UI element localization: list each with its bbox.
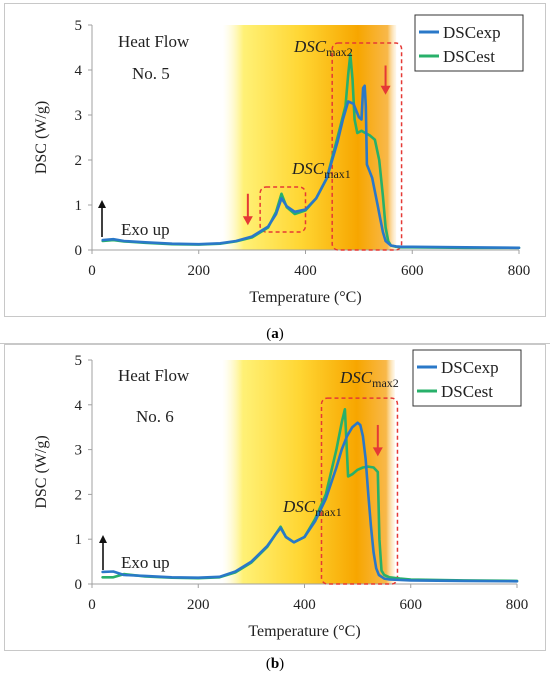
y-tick-label: 0	[75, 243, 83, 259]
red-arrow-head	[242, 216, 253, 226]
series-line-dscexp	[101, 421, 519, 583]
legend-label-dscexp: DSCexp	[441, 358, 499, 377]
exo-arrow-head	[99, 535, 107, 543]
panel-label-b: (b)	[266, 656, 284, 672]
peak-label-subscript: max2	[326, 45, 353, 59]
y-tick-label: 5	[75, 18, 83, 34]
x-tick-label: 200	[187, 597, 210, 613]
y-tick-label: 2	[75, 153, 83, 169]
y-tick-label: 3	[75, 108, 83, 124]
peak-label-main: DSC	[291, 159, 325, 178]
y-tick-label: 4	[75, 63, 83, 79]
y-tick-label: 2	[75, 487, 83, 503]
x-tick-label: 600	[400, 597, 423, 613]
peak-label-subscript: max1	[324, 167, 351, 181]
red-arrow-head	[372, 447, 383, 457]
chart-frame	[4, 344, 546, 651]
chart-panel-b: 0 1 2 3 4 5 0 200 400 600 800 Temperature (°C) DSC (…	[4, 344, 546, 651]
sample-label: No. 6	[136, 407, 174, 426]
legend-label-dscexp: DSCexp	[443, 23, 501, 42]
legend-label-dscest: DSCest	[443, 47, 495, 66]
sample-box	[118, 403, 198, 437]
series-line-dscexp	[101, 84, 521, 250]
x-axis-label: Temperature (°C)	[249, 289, 361, 306]
y-tick-label: 1	[75, 198, 83, 214]
y-tick-label: 1	[75, 532, 83, 548]
legend-label-dscest: DSCest	[441, 382, 493, 401]
heat-flow-label: Heat Flow	[118, 366, 190, 385]
highlight-box	[320, 397, 399, 585]
sample-box	[111, 59, 193, 93]
y-axis-label: DSC (W/g)	[33, 101, 50, 174]
chart-frame	[4, 3, 546, 317]
panel-label-b-text: b	[271, 656, 279, 672]
peak-label-peak2: DSCmax2	[293, 37, 353, 59]
sample-label: No. 5	[132, 64, 170, 83]
x-tick-label: 800	[506, 597, 529, 613]
peak-label-subscript: max1	[315, 505, 342, 519]
peak-label-main: DSC	[282, 497, 316, 516]
x-tick-label: 0	[88, 263, 96, 279]
legend-box	[412, 349, 522, 407]
x-tick-label: 800	[508, 263, 531, 279]
heat-flow-label: Heat Flow	[118, 32, 190, 51]
x-tick-label: 600	[401, 263, 424, 279]
x-tick-label: 200	[188, 263, 211, 279]
chart-panel-a: 0 1 2 3 4 5 0 200 400 600 800 Temperature (°C) DSC (…	[4, 3, 546, 317]
x-tick-label: 0	[88, 597, 96, 613]
panel-label-a: (a)	[266, 326, 284, 342]
y-tick-label: 5	[75, 353, 83, 369]
x-axis-label: Temperature (°C)	[248, 623, 360, 640]
x-tick-label: 400	[294, 263, 317, 279]
panel-label-a-text: a	[271, 326, 279, 342]
peak-label-peak2: DSCmax2	[339, 368, 399, 390]
exo-up-label: Exo up	[121, 553, 170, 572]
y-tick-label: 0	[75, 577, 83, 593]
y-tick-label: 3	[75, 443, 83, 459]
heat-band	[222, 360, 395, 584]
highlight-box	[331, 42, 403, 251]
peak-label-peak1: DSCmax1	[291, 159, 351, 181]
exo-arrow-head	[98, 200, 106, 208]
peak-label-main: DSC	[339, 368, 373, 387]
peak-label-main: DSC	[293, 37, 327, 56]
peak-label-peak1: DSCmax1	[282, 497, 342, 519]
y-tick-label: 4	[75, 398, 83, 414]
legend-box	[414, 14, 524, 72]
peak-label-subscript: max2	[372, 376, 399, 390]
x-tick-label: 400	[293, 597, 316, 613]
y-axis-label: DSC (W/g)	[33, 435, 50, 508]
exo-up-label: Exo up	[121, 220, 170, 239]
red-arrow-head	[380, 85, 391, 95]
